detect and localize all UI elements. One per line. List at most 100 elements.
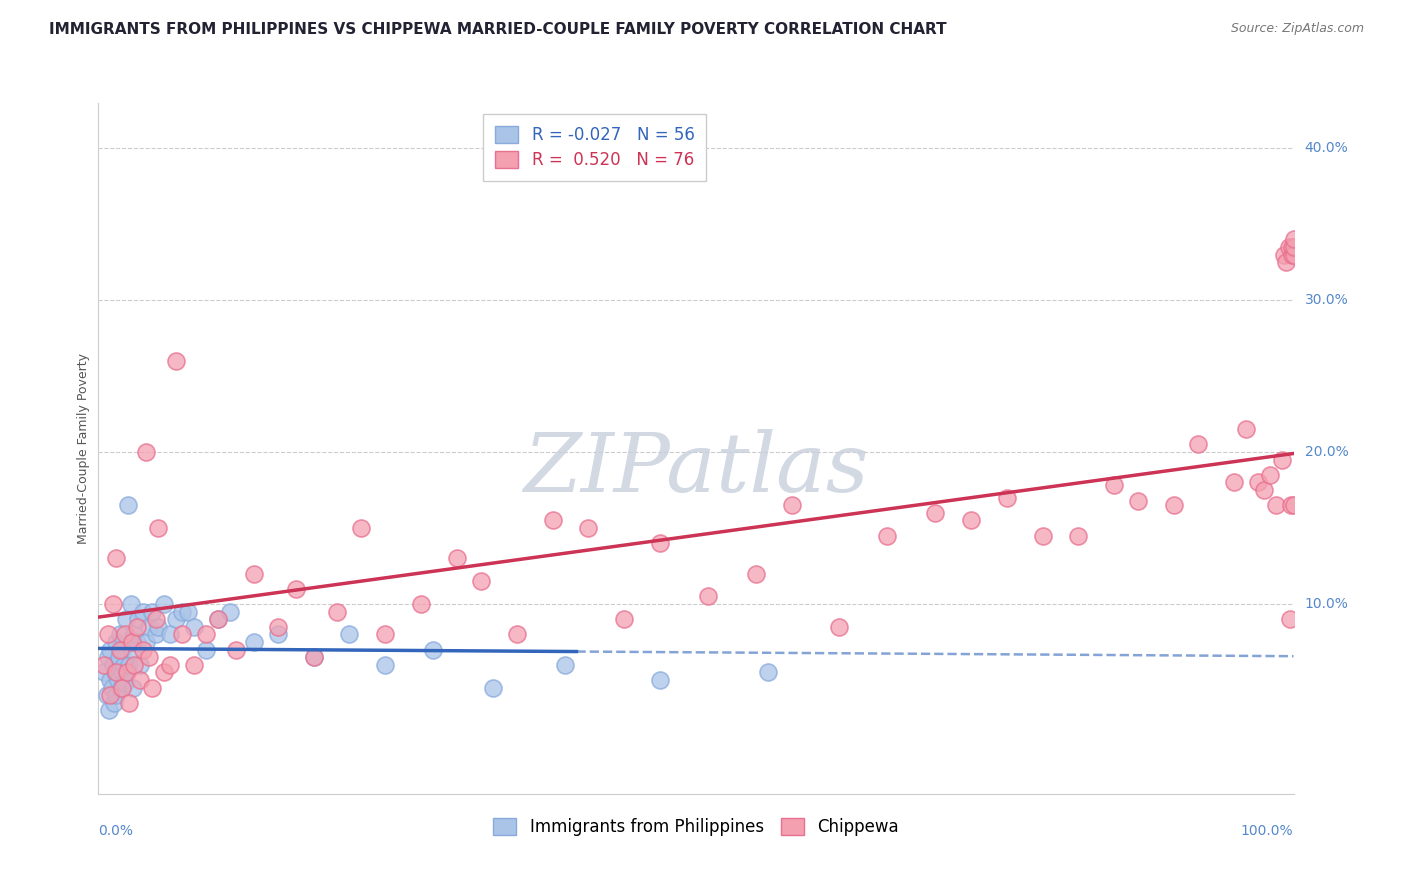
Text: IMMIGRANTS FROM PHILIPPINES VS CHIPPEWA MARRIED-COUPLE FAMILY POVERTY CORRELATIO: IMMIGRANTS FROM PHILIPPINES VS CHIPPEWA … bbox=[49, 22, 946, 37]
Point bbox=[127, 612, 149, 626]
Point bbox=[207, 612, 229, 626]
Point bbox=[111, 642, 134, 657]
Point bbox=[243, 566, 266, 581]
Point bbox=[613, 612, 636, 626]
Point bbox=[648, 673, 672, 687]
Point bbox=[446, 551, 468, 566]
Point bbox=[122, 681, 145, 695]
Text: Source: ZipAtlas.com: Source: ZipAtlas.com bbox=[1230, 22, 1364, 36]
Point bbox=[114, 676, 136, 690]
Point bbox=[284, 582, 307, 596]
Legend: Immigrants from Philippines, Chippewa: Immigrants from Philippines, Chippewa bbox=[481, 806, 911, 847]
Point bbox=[780, 498, 803, 512]
Point bbox=[105, 635, 128, 649]
Point bbox=[135, 635, 157, 649]
Point bbox=[97, 650, 120, 665]
Point bbox=[159, 627, 181, 641]
Point bbox=[1128, 493, 1150, 508]
Point bbox=[98, 688, 122, 702]
Point bbox=[1032, 528, 1054, 542]
Point bbox=[541, 513, 564, 527]
Point bbox=[183, 620, 205, 634]
Point bbox=[107, 673, 129, 687]
Point bbox=[1271, 452, 1294, 467]
Point bbox=[117, 498, 139, 512]
Point bbox=[100, 681, 122, 695]
Point bbox=[98, 703, 121, 717]
Point bbox=[105, 688, 128, 702]
Point bbox=[115, 665, 138, 680]
Text: 40.0%: 40.0% bbox=[1305, 141, 1348, 155]
Point bbox=[1067, 528, 1090, 542]
Point bbox=[138, 620, 160, 634]
Point bbox=[1281, 240, 1303, 254]
Point bbox=[141, 605, 163, 619]
Point bbox=[1278, 240, 1301, 254]
Point bbox=[1223, 475, 1246, 490]
Point bbox=[1234, 422, 1257, 436]
Point bbox=[267, 627, 290, 641]
Point bbox=[107, 650, 129, 665]
Point bbox=[339, 627, 361, 641]
Point bbox=[145, 612, 167, 626]
Point bbox=[506, 627, 529, 641]
Point bbox=[131, 642, 153, 657]
Point bbox=[302, 650, 325, 665]
Point bbox=[374, 657, 396, 672]
Point bbox=[104, 665, 127, 680]
Point bbox=[1282, 240, 1305, 254]
Point bbox=[422, 642, 444, 657]
Point bbox=[135, 445, 157, 459]
Point bbox=[995, 491, 1018, 505]
Point bbox=[243, 635, 266, 649]
Point bbox=[115, 665, 138, 680]
Point bbox=[756, 665, 779, 680]
Point bbox=[1281, 247, 1303, 261]
Point bbox=[960, 513, 983, 527]
Point bbox=[554, 657, 576, 672]
Point bbox=[172, 627, 194, 641]
Point bbox=[98, 673, 122, 687]
Point bbox=[121, 635, 143, 649]
Point bbox=[111, 665, 134, 680]
Point bbox=[115, 612, 138, 626]
Point bbox=[1272, 247, 1295, 261]
Point bbox=[578, 521, 600, 535]
Point bbox=[219, 605, 242, 619]
Point bbox=[148, 620, 170, 634]
Point bbox=[374, 627, 396, 641]
Point bbox=[125, 635, 148, 649]
Point bbox=[165, 354, 187, 368]
Point bbox=[1279, 498, 1302, 512]
Text: 0.0%: 0.0% bbox=[98, 824, 134, 838]
Point bbox=[111, 681, 134, 695]
Point bbox=[1275, 255, 1298, 269]
Point bbox=[745, 566, 768, 581]
Point bbox=[129, 657, 152, 672]
Point bbox=[183, 657, 205, 672]
Point bbox=[114, 627, 136, 641]
Point bbox=[470, 574, 492, 589]
Point bbox=[103, 696, 125, 710]
Point bbox=[1253, 483, 1275, 497]
Point bbox=[648, 536, 672, 550]
Point bbox=[118, 657, 141, 672]
Text: ZIPatlas: ZIPatlas bbox=[523, 429, 869, 509]
Point bbox=[165, 612, 187, 626]
Point bbox=[97, 627, 120, 641]
Point bbox=[131, 605, 153, 619]
Point bbox=[924, 506, 946, 520]
Point bbox=[112, 657, 135, 672]
Point bbox=[148, 521, 170, 535]
Point bbox=[481, 681, 505, 695]
Point bbox=[411, 597, 433, 611]
Point bbox=[125, 620, 148, 634]
Point bbox=[141, 681, 163, 695]
Point bbox=[1104, 478, 1126, 492]
Point bbox=[105, 665, 128, 680]
Point bbox=[326, 605, 349, 619]
Point bbox=[118, 696, 141, 710]
Point bbox=[195, 642, 218, 657]
Point bbox=[697, 590, 720, 604]
Point bbox=[98, 642, 122, 657]
